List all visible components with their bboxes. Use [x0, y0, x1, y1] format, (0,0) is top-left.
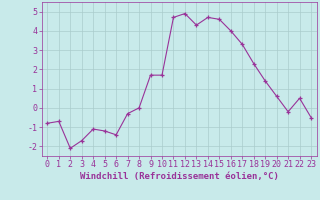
X-axis label: Windchill (Refroidissement éolien,°C): Windchill (Refroidissement éolien,°C): [80, 172, 279, 181]
